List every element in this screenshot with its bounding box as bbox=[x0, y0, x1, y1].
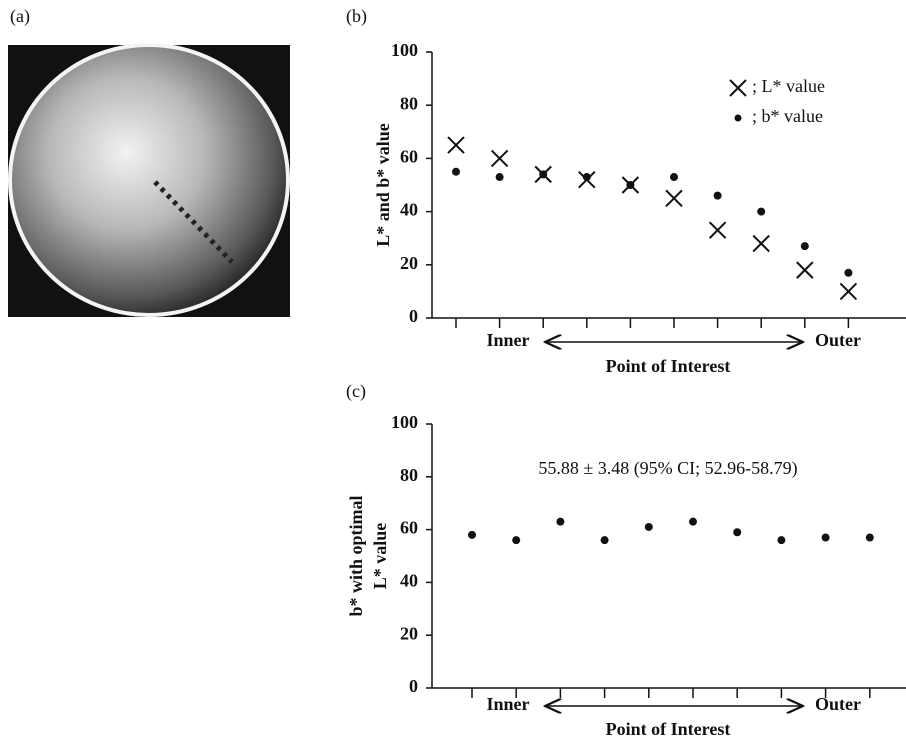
x-end-label: Outer bbox=[815, 330, 861, 350]
dot-marker bbox=[495, 173, 504, 182]
sample-image bbox=[8, 43, 290, 317]
legend-label: ; b* value bbox=[752, 106, 823, 126]
x-start-label: Inner bbox=[486, 330, 529, 350]
y-axis-label: L* value bbox=[370, 523, 390, 590]
dot-marker bbox=[713, 191, 722, 200]
dot-marker bbox=[468, 530, 476, 539]
dot-marker bbox=[539, 170, 548, 179]
x-axis-label: Point of Interest bbox=[606, 719, 731, 739]
y-tick-label: 60 bbox=[400, 518, 418, 538]
y-tick-label: 20 bbox=[400, 253, 418, 273]
dot-marker bbox=[626, 181, 635, 189]
panel-label: (a) bbox=[10, 6, 30, 27]
x-start-label: Inner bbox=[486, 694, 529, 714]
dot-marker bbox=[821, 533, 830, 542]
x-marker bbox=[708, 221, 727, 239]
legend-marker bbox=[734, 114, 742, 122]
dot-marker bbox=[844, 268, 853, 277]
y-tick-label: 0 bbox=[409, 676, 418, 696]
x-marker bbox=[665, 189, 683, 208]
y-axis-label: b* with optimal bbox=[346, 495, 366, 616]
y-tick-label: 0 bbox=[409, 306, 418, 326]
x-marker bbox=[447, 136, 465, 154]
panel-label: (c) bbox=[346, 381, 366, 402]
dot-marker bbox=[757, 207, 766, 216]
x-end-label: Outer bbox=[815, 694, 861, 714]
dot-marker bbox=[582, 173, 591, 182]
y-tick-label: 100 bbox=[391, 412, 418, 432]
dot-marker bbox=[777, 536, 786, 545]
legend-marker bbox=[729, 79, 747, 97]
y-tick-label: 20 bbox=[400, 623, 418, 643]
x-marker bbox=[839, 282, 858, 301]
y-tick-label: 80 bbox=[400, 93, 418, 113]
y-tick-label: 40 bbox=[400, 571, 418, 591]
dot-marker bbox=[865, 533, 874, 542]
y-tick-label: 60 bbox=[400, 147, 418, 167]
charts: (b) 0 20 40 60 80 100 L* and b* value Inner Outer… bbox=[346, 6, 906, 739]
x-marker bbox=[490, 149, 509, 168]
dot-marker bbox=[670, 173, 678, 182]
annotation: 55.88 ± 3.48 (95% CI; 52.96-58.79) bbox=[538, 458, 797, 479]
dot-marker bbox=[644, 522, 653, 531]
y-tick-label: 100 bbox=[391, 40, 418, 60]
x-marker bbox=[796, 261, 814, 279]
dot-marker bbox=[689, 517, 697, 526]
dot-marker bbox=[733, 528, 742, 537]
dot-marker bbox=[800, 242, 809, 251]
y-tick-label: 80 bbox=[400, 465, 418, 485]
y-axis-label: L* and b* value bbox=[373, 123, 393, 247]
x-marker bbox=[752, 234, 770, 253]
dot-marker bbox=[556, 517, 565, 526]
dot-marker bbox=[452, 167, 460, 176]
panel-label: (b) bbox=[346, 6, 367, 27]
dot-marker bbox=[600, 536, 609, 545]
x-axis-label: Point of Interest bbox=[606, 356, 731, 376]
y-tick-label: 40 bbox=[400, 200, 418, 220]
legend-label: ; L* value bbox=[752, 76, 825, 96]
dot-marker bbox=[512, 536, 521, 545]
